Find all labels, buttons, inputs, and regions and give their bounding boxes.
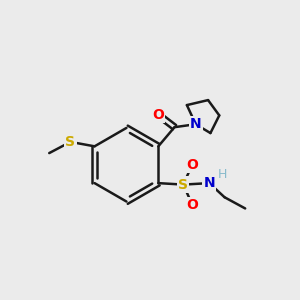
Text: O: O — [186, 198, 198, 212]
Text: N: N — [190, 117, 202, 131]
Text: O: O — [186, 158, 198, 172]
Text: O: O — [152, 108, 164, 122]
Text: S: S — [65, 135, 75, 149]
Text: H: H — [218, 168, 227, 181]
Text: N: N — [203, 176, 215, 190]
Text: S: S — [178, 178, 188, 192]
